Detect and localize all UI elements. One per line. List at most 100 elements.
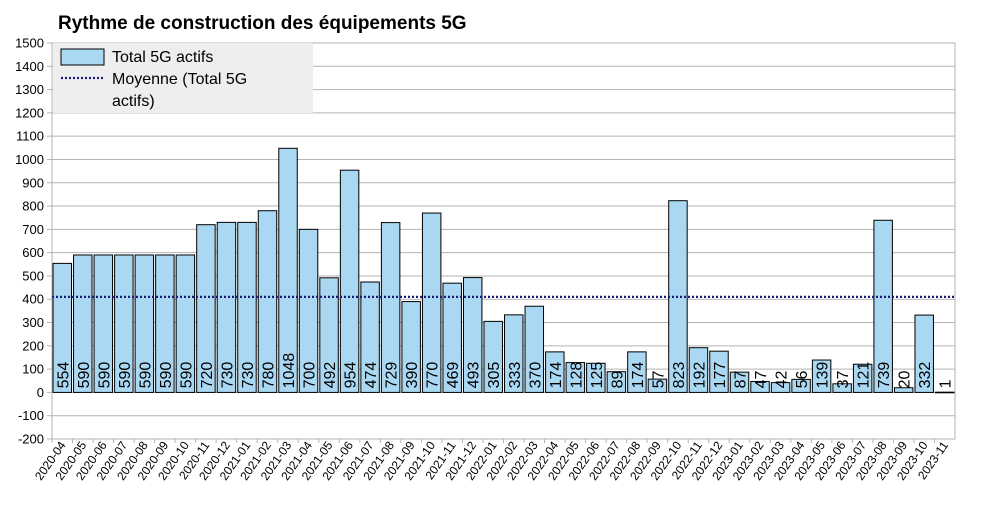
data-label: 739 <box>876 362 893 389</box>
y-tick-label: 1400 <box>15 59 44 74</box>
bar <box>832 383 852 393</box>
data-label: 177 <box>712 362 729 389</box>
y-tick-label: 1200 <box>15 105 44 120</box>
bar <box>504 314 524 393</box>
bar <box>750 380 770 393</box>
bar-series <box>52 147 955 394</box>
y-tick-label: -100 <box>18 408 44 423</box>
y-tick-label: 700 <box>22 222 44 237</box>
data-label: 590 <box>137 362 154 389</box>
data-label: 174 <box>548 362 565 389</box>
y-tick-label: 100 <box>22 362 44 377</box>
bar <box>586 362 606 393</box>
y-tick-label: 1300 <box>15 82 44 97</box>
y-axis: -200 -100 0 100 200 300 400 500 600 700 800 900 1000… <box>15 36 52 447</box>
y-tick-label: 1000 <box>15 152 44 167</box>
bar <box>462 277 483 393</box>
legend-label-bars: Total 5G actifs <box>112 49 213 66</box>
data-label: 590 <box>96 362 113 389</box>
data-label: 121 <box>856 362 873 389</box>
data-label: 469 <box>445 362 462 389</box>
data-labels: 554 590 590 590 590 590 590 720 730 730 780 1048 700… <box>55 353 954 389</box>
y-tick-label: 0 <box>37 385 44 400</box>
data-label: 42 <box>774 371 791 389</box>
data-label: 590 <box>76 362 93 389</box>
data-label: 128 <box>568 362 585 389</box>
bar <box>216 221 237 393</box>
bar <box>729 371 750 393</box>
data-label: 590 <box>178 362 195 389</box>
data-label: 20 <box>897 371 914 389</box>
legend-label-mean: Moyenne (Total 5G actifs) <box>112 71 252 110</box>
bar <box>155 254 175 393</box>
bar <box>935 391 955 394</box>
bar <box>893 387 914 393</box>
data-label: 47 <box>753 371 770 389</box>
data-label: 720 <box>199 362 216 389</box>
bar <box>134 254 155 393</box>
y-tick-label: 1100 <box>16 129 44 144</box>
bar <box>647 378 668 393</box>
x-axis: 2020-042020-052020-062020-072020-082020-… <box>32 438 951 482</box>
data-label: 89 <box>609 371 626 389</box>
bar <box>278 147 298 393</box>
bar <box>483 320 503 393</box>
bar <box>791 378 811 393</box>
data-label: 333 <box>507 362 524 389</box>
data-label: 474 <box>363 362 380 389</box>
data-label: 305 <box>486 362 503 389</box>
y-tick-label: 400 <box>22 292 44 307</box>
bar <box>196 224 216 393</box>
bar <box>401 301 421 393</box>
y-tick-label: 500 <box>22 268 44 283</box>
bar <box>524 305 545 393</box>
bar <box>545 351 565 393</box>
bar <box>873 219 893 393</box>
y-tick-label: 900 <box>22 175 44 190</box>
bar <box>852 363 873 393</box>
y-tick-label: 800 <box>22 199 44 214</box>
bar <box>627 351 647 393</box>
data-label: 492 <box>322 362 339 389</box>
y-tick-label: 200 <box>22 338 44 353</box>
bar <box>175 254 196 393</box>
chart-title: Rythme de construction des équipements 5… <box>58 13 467 34</box>
bar <box>319 277 339 393</box>
bar <box>421 212 442 393</box>
y-tick-label: -200 <box>18 432 44 447</box>
data-label: 730 <box>240 362 257 389</box>
bar <box>339 169 360 393</box>
data-label: 590 <box>117 362 134 389</box>
data-label: 332 <box>917 362 934 389</box>
data-label: 139 <box>815 362 832 389</box>
bar <box>360 281 380 393</box>
data-label: 554 <box>55 362 72 389</box>
data-label: 125 <box>589 362 606 389</box>
bar <box>770 382 791 393</box>
data-label: 493 <box>466 362 483 389</box>
data-label: 57 <box>650 371 667 389</box>
data-label: 1048 <box>281 353 298 389</box>
legend-swatch-bar <box>60 48 105 66</box>
bar <box>811 359 832 393</box>
data-label: 590 <box>158 362 175 389</box>
bar <box>688 347 709 393</box>
data-label: 37 <box>835 371 852 389</box>
data-label: 174 <box>630 362 647 389</box>
data-label: 56 <box>794 371 811 389</box>
data-label: 730 <box>219 362 236 389</box>
bar <box>93 254 114 393</box>
data-label: 729 <box>384 362 401 389</box>
data-label: 192 <box>691 362 708 389</box>
y-tick-label: 1500 <box>15 36 44 51</box>
bar <box>114 254 134 393</box>
bar <box>73 254 93 393</box>
data-label: 780 <box>260 362 277 389</box>
data-label: 87 <box>733 371 750 389</box>
bar <box>709 350 729 393</box>
data-label: 823 <box>671 362 688 389</box>
data-label: 770 <box>425 362 442 389</box>
bar <box>257 210 278 393</box>
bar <box>606 371 627 393</box>
